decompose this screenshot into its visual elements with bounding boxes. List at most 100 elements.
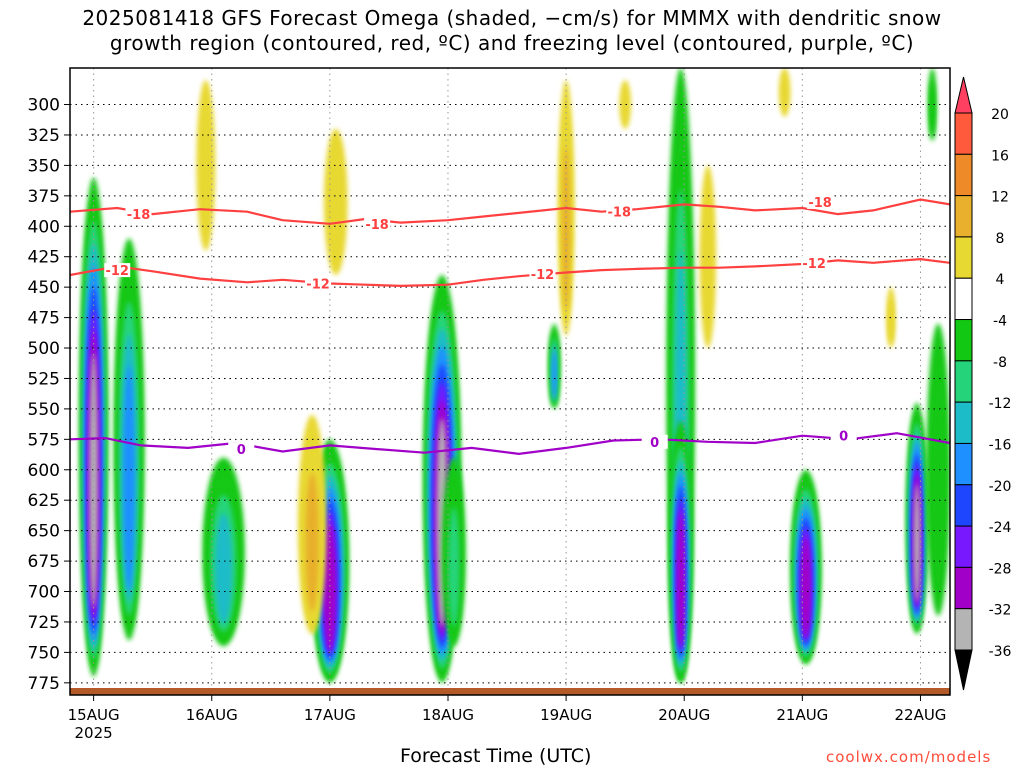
credit-text: coolwx.com/models bbox=[826, 748, 992, 766]
x-tick-label: 21AUG bbox=[776, 706, 828, 724]
omega-region-2-3 bbox=[215, 513, 233, 625]
colorbar-label: -32 bbox=[989, 603, 1012, 619]
x-tick-label: 19AUG bbox=[540, 706, 592, 724]
omega-region-20-1 bbox=[929, 82, 936, 136]
x-axis: 15AUG 16AUG 17AUG 18AUG 19AUG 20AUG 21AUG 22AUG… bbox=[68, 695, 946, 742]
x-tick-label: 15AUG bbox=[68, 706, 120, 724]
contour-label: -12 bbox=[531, 268, 555, 283]
contour-label: 0 bbox=[237, 443, 246, 458]
colorbar-bin bbox=[954, 236, 973, 279]
y-tick-label: 500 bbox=[28, 339, 60, 359]
omega-region-4-2 bbox=[305, 472, 319, 612]
colorbar-bin bbox=[954, 195, 973, 238]
x-tick-label: 17AUG bbox=[304, 706, 356, 724]
omega-region-15-0 bbox=[323, 128, 348, 275]
colorbar-bin bbox=[954, 608, 973, 651]
contour-label: -18 bbox=[808, 196, 832, 211]
x-axis-label: Forecast Time (UTC) bbox=[400, 745, 592, 767]
contour-label: -12 bbox=[105, 264, 129, 279]
omega-region-6-2 bbox=[448, 507, 460, 627]
colorbar-label: 20 bbox=[991, 107, 1009, 123]
x-tick-label: 20AUG bbox=[658, 706, 710, 724]
omega-region-3-7 bbox=[324, 523, 336, 650]
y-axis: 300 325 350 375 400 425 450 475 500 525 550 575 600 6… bbox=[28, 96, 70, 694]
colorbar-bin bbox=[954, 401, 973, 444]
colorbar-label: -20 bbox=[989, 479, 1012, 495]
y-tick-label: 650 bbox=[28, 522, 60, 542]
omega-region-17-0 bbox=[699, 165, 717, 349]
omega-region-14-0 bbox=[196, 80, 216, 251]
chart-title-line-2: growth region (contoured, red, ºC) and f… bbox=[109, 31, 915, 55]
contour-label: -18 bbox=[608, 206, 632, 221]
y-tick-label: 300 bbox=[28, 96, 60, 116]
omega-shading bbox=[79, 68, 950, 683]
y-tick-label: 425 bbox=[28, 248, 60, 268]
contour-label: -12 bbox=[802, 257, 826, 272]
y-tick-label: 625 bbox=[28, 491, 60, 511]
contour-label-bg bbox=[830, 428, 857, 443]
contour-label-bg bbox=[104, 263, 131, 278]
contour-label-bg bbox=[364, 216, 391, 231]
contour-label: -18 bbox=[365, 218, 389, 233]
y-tick-label: 725 bbox=[28, 613, 60, 633]
colorbar-bin bbox=[954, 112, 973, 155]
colorbar-bin bbox=[954, 319, 973, 362]
y-tick-label: 450 bbox=[28, 278, 60, 298]
y-tick-label: 575 bbox=[28, 430, 60, 450]
omega-region-18-0 bbox=[778, 68, 791, 117]
y-tick-label: 400 bbox=[28, 217, 60, 237]
contour-isotherm-0 bbox=[70, 198, 950, 225]
colorbar-bin bbox=[954, 525, 973, 568]
contour-label-bg bbox=[807, 194, 834, 209]
omega-region-7-4 bbox=[552, 350, 557, 399]
colorbar-label: -36 bbox=[989, 644, 1012, 660]
contour-label: 0 bbox=[650, 436, 659, 451]
colorbar-bin bbox=[954, 442, 973, 486]
omega-region-1-4 bbox=[123, 365, 135, 591]
x-tick-label: 16AUG bbox=[186, 706, 238, 724]
contour-label-bg bbox=[125, 207, 152, 222]
x-tick-year: 2025 bbox=[75, 724, 113, 742]
contour-label-bg bbox=[228, 442, 255, 457]
contour-label-bg bbox=[305, 276, 332, 291]
omega-region-11-7 bbox=[801, 537, 811, 639]
y-tick-label: 375 bbox=[28, 187, 60, 207]
y-tick-label: 350 bbox=[28, 156, 60, 176]
colorbar-label: -4 bbox=[993, 314, 1007, 330]
colorbar-bin bbox=[954, 484, 973, 527]
colorbar-bin bbox=[954, 153, 973, 197]
omega-region-19-1 bbox=[888, 299, 894, 344]
contour-label: -12 bbox=[306, 277, 330, 292]
colorbar-label: 8 bbox=[996, 231, 1005, 247]
colorbar-top-arrow bbox=[954, 76, 973, 114]
chart-title: 2025081418 GFS Forecast Omega (shaded, −… bbox=[0, 6, 1024, 56]
contour-label-bg bbox=[606, 204, 633, 219]
contour-label-bg bbox=[801, 255, 828, 270]
contour-lines: -18 -18 -18 -18 -12 -12 -12 -12 0 0 0 bbox=[70, 194, 950, 458]
y-tick-label: 475 bbox=[28, 309, 60, 329]
y-tick-label: 750 bbox=[28, 643, 60, 663]
x-tick-label: 18AUG bbox=[422, 706, 474, 724]
contour-freezing-level-2 bbox=[70, 432, 950, 456]
y-tick-label: 525 bbox=[28, 369, 60, 389]
chart-title-line-1: 2025081418 GFS Forecast Omega (shaded, −… bbox=[82, 6, 942, 30]
colorbar-bin bbox=[954, 360, 973, 403]
colorbar-label: -12 bbox=[989, 396, 1012, 412]
y-tick-label: 675 bbox=[28, 552, 60, 572]
colorbar: 20 16 12 8 4 -4 -8 -12 -16 -20 -24 -28 -32 -36 bbox=[954, 76, 1012, 691]
grid-lines bbox=[70, 68, 950, 695]
colorbar-label: -24 bbox=[989, 520, 1012, 536]
ground-strip bbox=[70, 688, 950, 695]
colorbar-label: 4 bbox=[996, 272, 1005, 288]
colorbar-bin bbox=[954, 566, 973, 610]
colorbar-label: -8 bbox=[993, 355, 1007, 371]
omega-region-16-0 bbox=[619, 80, 632, 129]
colorbar-label: 12 bbox=[991, 190, 1009, 206]
contour-label-bg bbox=[529, 266, 556, 281]
x-tick-label: 22AUG bbox=[894, 706, 946, 724]
omega-region-0-8 bbox=[89, 352, 98, 608]
colorbar-label: -28 bbox=[989, 561, 1012, 577]
colorbar-label: -16 bbox=[989, 437, 1012, 453]
plot-frame bbox=[69, 67, 951, 696]
